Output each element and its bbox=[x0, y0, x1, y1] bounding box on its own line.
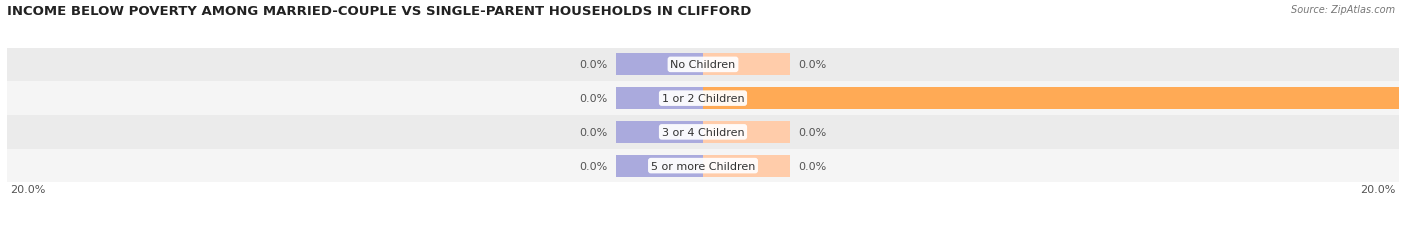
Text: 0.0%: 0.0% bbox=[579, 60, 607, 70]
Text: 20.0%: 20.0% bbox=[1360, 184, 1396, 195]
Text: 0.0%: 0.0% bbox=[799, 161, 827, 171]
Text: 5 or more Children: 5 or more Children bbox=[651, 161, 755, 171]
Text: INCOME BELOW POVERTY AMONG MARRIED-COUPLE VS SINGLE-PARENT HOUSEHOLDS IN CLIFFOR: INCOME BELOW POVERTY AMONG MARRIED-COUPL… bbox=[7, 5, 751, 18]
Text: 1 or 2 Children: 1 or 2 Children bbox=[662, 94, 744, 104]
Bar bbox=[703, 54, 790, 76]
Text: No Children: No Children bbox=[671, 60, 735, 70]
Text: 20.0%: 20.0% bbox=[10, 184, 46, 195]
Bar bbox=[7, 149, 1399, 183]
Bar bbox=[616, 155, 703, 177]
Text: 0.0%: 0.0% bbox=[579, 127, 607, 137]
Bar bbox=[616, 121, 703, 143]
Text: 3 or 4 Children: 3 or 4 Children bbox=[662, 127, 744, 137]
Text: 0.0%: 0.0% bbox=[579, 161, 607, 171]
Text: Source: ZipAtlas.com: Source: ZipAtlas.com bbox=[1291, 5, 1395, 15]
Bar bbox=[616, 88, 703, 110]
Bar bbox=[7, 82, 1399, 116]
Text: 0.0%: 0.0% bbox=[799, 127, 827, 137]
Bar bbox=[703, 155, 790, 177]
Text: 0.0%: 0.0% bbox=[579, 94, 607, 104]
Bar bbox=[703, 88, 1399, 110]
Bar bbox=[703, 121, 790, 143]
Bar bbox=[7, 48, 1399, 82]
Bar bbox=[616, 54, 703, 76]
Text: 0.0%: 0.0% bbox=[799, 60, 827, 70]
Bar bbox=[7, 116, 1399, 149]
